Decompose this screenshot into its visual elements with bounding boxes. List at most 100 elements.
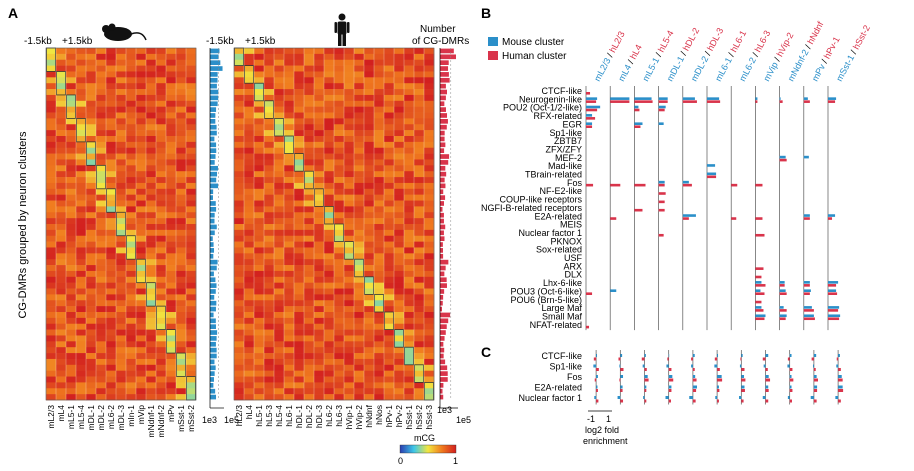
panel-c-bars	[593, 350, 844, 405]
human-heatmap-cell	[234, 282, 245, 289]
mouse-heatmap-cell	[146, 241, 157, 248]
human-heatmap-cell	[274, 89, 285, 96]
panel-c-mouse-bar	[620, 375, 624, 378]
human-heatmap-cell	[274, 65, 285, 72]
human-heatmap-cell	[234, 171, 245, 178]
human-heatmap-cell	[414, 300, 425, 307]
mouse-heatmap-cell	[116, 94, 127, 102]
mouse-heatmap-cell	[146, 353, 157, 360]
human-heatmap-cell	[334, 376, 345, 383]
mouse-heatmap-cell	[186, 382, 197, 389]
mouse-heatmap-cell	[96, 300, 107, 307]
mouse-heatmap-cell	[106, 259, 117, 266]
human-heatmap-cell	[244, 130, 255, 137]
human-heatmap-cell	[374, 94, 385, 102]
mouse-heatmap-cell	[116, 265, 127, 272]
human-heatmap-cell	[344, 118, 355, 125]
human-heatmap-cell	[304, 300, 315, 307]
human-heatmap-cell	[304, 323, 315, 330]
mouse-heatmap-cell	[146, 259, 157, 266]
human-heatmap-cell	[364, 370, 375, 377]
human-heatmap-cell	[354, 53, 365, 61]
mouse-heatmap-cell	[56, 247, 67, 254]
mouse-heatmap-cell	[136, 235, 147, 242]
human-heatmap-cell	[414, 59, 425, 66]
mouse-heatmap-cell	[96, 71, 107, 78]
human-heatmap-cell	[384, 370, 395, 377]
human-heatmap-cell	[304, 147, 315, 154]
human-heatmap-cell	[374, 358, 385, 366]
mouse-heatmap-cell	[166, 171, 177, 178]
human-cluster-label: hL5-3	[264, 405, 274, 427]
human-heatmap-cell	[404, 265, 415, 272]
mouse-heatmap-cell	[116, 159, 127, 166]
human-heatmap-cell	[334, 165, 345, 172]
human-heatmap-cell	[324, 89, 335, 96]
human-heatmap-cell	[294, 141, 305, 149]
human-heatmap-cell	[384, 353, 395, 360]
mouse-heatmap-cell	[106, 194, 117, 201]
human-heatmap-cell	[414, 329, 425, 336]
mouse-heatmap-cell	[176, 200, 187, 207]
mouse-count-bar	[210, 289, 216, 294]
mouse-heatmap-cell	[46, 241, 57, 248]
mouse-heatmap-cell	[116, 147, 127, 154]
human-heatmap-cell	[404, 124, 415, 131]
mouse-heatmap-cell	[136, 358, 147, 366]
human-heatmap-cell	[274, 317, 285, 325]
human-heatmap-cell	[424, 224, 435, 231]
human-heatmap-cell	[354, 147, 365, 154]
mouse-heatmap-cell	[186, 94, 197, 102]
human-heatmap-cell	[254, 65, 265, 72]
mouse-heatmap-cell	[116, 276, 127, 283]
mouse-heatmap-cell	[116, 112, 127, 119]
human-enrichment-bar	[779, 100, 783, 103]
mouse-heatmap-cell	[86, 229, 97, 237]
mouse-heatmap-cell	[56, 147, 67, 154]
human-heatmap-cell	[394, 48, 405, 55]
panel-c-motif-label: Fos	[567, 372, 583, 382]
mouse-heatmap-cell	[56, 388, 67, 395]
human-heatmap-cell	[284, 335, 295, 342]
human-heatmap-cell	[314, 270, 325, 278]
human-heatmap-cell	[304, 188, 315, 195]
human-heatmap-cell	[244, 288, 255, 295]
human-heatmap-cell	[364, 312, 375, 319]
mouse-heatmap-cell	[56, 253, 67, 260]
human-heatmap-cell	[314, 71, 325, 78]
mouse-heatmap-cell	[86, 306, 97, 313]
human-heatmap-cell	[364, 194, 375, 201]
human-heatmap-cell	[234, 147, 245, 154]
mouse-heatmap-cell	[56, 218, 67, 225]
human-heatmap-cell	[414, 159, 425, 166]
panel-c-human-bar	[644, 389, 647, 392]
human-heatmap-cell	[284, 317, 295, 325]
mouse-count-bar	[210, 189, 214, 195]
human-heatmap-cell	[414, 77, 425, 84]
motif-label: RFX-related	[533, 111, 582, 121]
legend-human-label: Human cluster	[502, 51, 567, 62]
human-heatmap-cell	[374, 147, 385, 154]
human-heatmap-cell	[394, 270, 405, 278]
human-enrichment-bar	[586, 117, 596, 120]
count-title-line2: of CG-DMRs	[412, 36, 469, 47]
human-heatmap-cell	[364, 353, 375, 360]
mouse-heatmap-cell	[46, 270, 57, 278]
human-heatmap-cell	[414, 83, 425, 90]
human-heatmap-cell	[244, 253, 255, 260]
panel-c-human-bar	[740, 357, 742, 361]
mouse-heatmap-cell	[116, 358, 127, 366]
human-heatmap-cell	[334, 312, 345, 319]
human-heatmap-cell	[354, 188, 365, 195]
human-heatmap-cell	[244, 65, 255, 72]
human-heatmap-cell	[344, 306, 355, 313]
human-heatmap-cell	[364, 65, 375, 72]
mouse-heatmap-cell	[66, 323, 77, 330]
mouse-heatmap-cell	[86, 136, 97, 143]
human-heatmap-cell	[264, 136, 275, 143]
human-heatmap-cell	[384, 141, 395, 149]
panel-c-human-bar	[692, 399, 696, 403]
mouse-heatmap-cell	[116, 288, 127, 295]
panel-c-mouse-bar	[838, 375, 842, 378]
